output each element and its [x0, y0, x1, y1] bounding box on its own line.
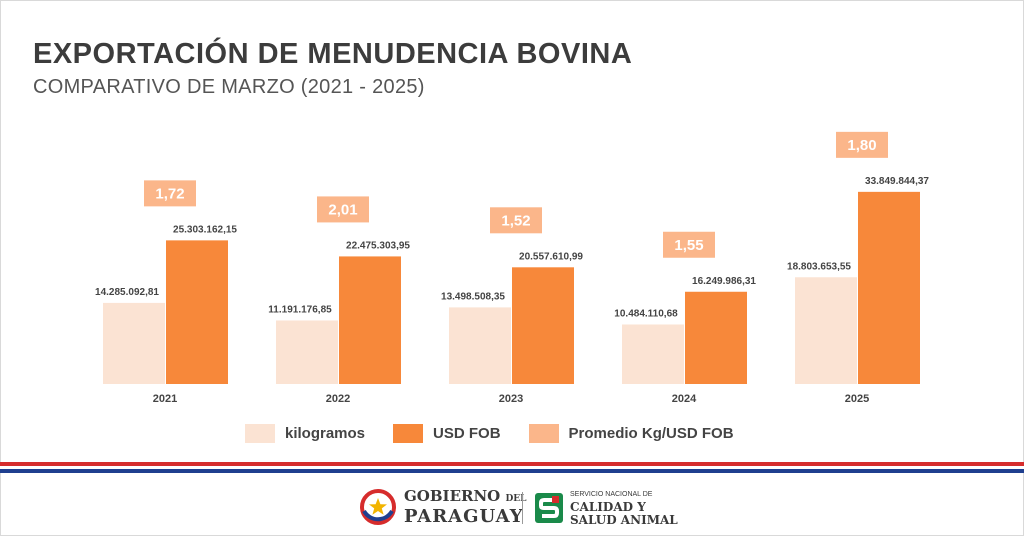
promedio-box-2022 — [317, 196, 369, 223]
chart-title: EXPORTACIÓN DE MENUDENCIA BOVINA — [33, 38, 633, 70]
gobierno-word: GOBIERNO — [404, 487, 501, 505]
chart-legend: kilogramos USD FOB Promedio Kg/USD FOB — [245, 421, 762, 445]
flag-stripe-red — [0, 462, 1024, 466]
x-tick-label-2024: 2024 — [672, 393, 697, 405]
legend-swatch-usd-fob — [393, 423, 424, 443]
promedio-label-2024: 1,55 — [674, 237, 703, 254]
gobierno-text: GOBIERNO DEL PARAGUAY — [404, 488, 526, 527]
senacsa-text: SERVICIO NACIONAL DE CALIDAD Y SALUD ANI… — [570, 488, 678, 527]
data-label-usd-fob-2025: 33.849.844,37 — [865, 176, 929, 187]
data-label-usd-fob-2021: 25.303.162,15 — [173, 224, 237, 235]
promedio-label-2023: 1,52 — [501, 212, 530, 229]
gobierno-logo: GOBIERNO DEL PARAGUAY — [360, 488, 526, 527]
data-label-usd-fob-2022: 22.475.303,95 — [346, 240, 410, 251]
senacsa-line1: SERVICIO NACIONAL DE — [570, 491, 653, 498]
senacsa-line2: CALIDAD Y — [570, 500, 646, 514]
legend-swatch-kilogramos — [245, 423, 275, 443]
bar-kilogramos-2024 — [622, 324, 684, 384]
bar-usd-fob-2021 — [166, 240, 228, 384]
data-label-kilogramos-2021: 14.285.092,81 — [95, 287, 159, 298]
promedio-label-2025: 1,80 — [847, 137, 876, 154]
legend-item-kilogramos: kilogramos — [245, 423, 366, 443]
bar-usd-fob-2023 — [512, 267, 574, 384]
bar-chart: 14.285.092,81 25.303.162,15 1,72 2021 11.191… — [95, 131, 929, 405]
footer-divider — [522, 492, 523, 524]
promedio-box-2024 — [663, 231, 715, 258]
promedio-box-2023 — [490, 207, 542, 234]
del-word: DEL — [505, 494, 527, 504]
legend-label-usd-fob: USD FOB — [433, 424, 501, 442]
legend-label-promedio: Promedio Kg/USD FOB — [568, 424, 734, 442]
data-label-kilogramos-2025: 18.803.653,55 — [787, 261, 851, 272]
promedio-box-2025 — [836, 131, 888, 158]
bar-usd-fob-2025 — [858, 191, 920, 384]
data-label-kilogramos-2023: 13.498.508,35 — [441, 291, 505, 302]
bar-usd-fob-2022 — [339, 256, 401, 384]
bar-kilogramos-2023 — [449, 307, 511, 384]
promedio-box-2021 — [144, 180, 196, 207]
data-label-usd-fob-2024: 16.249.986,31 — [692, 276, 756, 287]
x-tick-label-2022: 2022 — [326, 393, 350, 405]
legend-item-promedio: Promedio Kg/USD FOB — [528, 423, 734, 443]
x-tick-label-2023: 2023 — [499, 393, 523, 405]
bar-kilogramos-2022 — [276, 320, 338, 384]
gobierno-line1: GOBIERNO DEL — [404, 488, 526, 508]
senacsa-line3: SALUD ANIMAL — [570, 513, 678, 527]
data-label-usd-fob-2023: 20.557.610,99 — [519, 251, 583, 262]
legend-swatch-promedio — [528, 423, 559, 443]
bar-kilogramos-2021 — [103, 302, 165, 384]
senacsa-logo: SERVICIO NACIONAL DE CALIDAD Y SALUD ANI… — [534, 488, 678, 527]
legend-label-kilogramos: kilogramos — [285, 424, 366, 442]
x-tick-label-2021: 2021 — [153, 393, 177, 405]
paraguay-star-seal-icon — [360, 488, 396, 525]
bar-kilogramos-2025 — [795, 277, 857, 384]
bar-usd-fob-2024 — [685, 291, 747, 384]
flag-stripe-white — [0, 466, 1024, 469]
data-label-kilogramos-2024: 10.484.110,68 — [614, 308, 678, 319]
flag-stripe-blue — [0, 469, 1024, 473]
legend-item-usd-fob: USD FOB — [393, 423, 501, 443]
chart-subtitle: COMPARATIVO DE MARZO (2021 - 2025) — [33, 76, 425, 98]
promedio-label-2021: 1,72 — [155, 185, 184, 202]
senacsa-s-logo-icon — [535, 492, 563, 523]
paraguay-word: PARAGUAY — [404, 506, 524, 527]
promedio-label-2022: 2,01 — [328, 201, 357, 218]
data-label-kilogramos-2022: 11.191.176,85 — [268, 304, 332, 315]
x-tick-label-2025: 2025 — [845, 393, 869, 405]
